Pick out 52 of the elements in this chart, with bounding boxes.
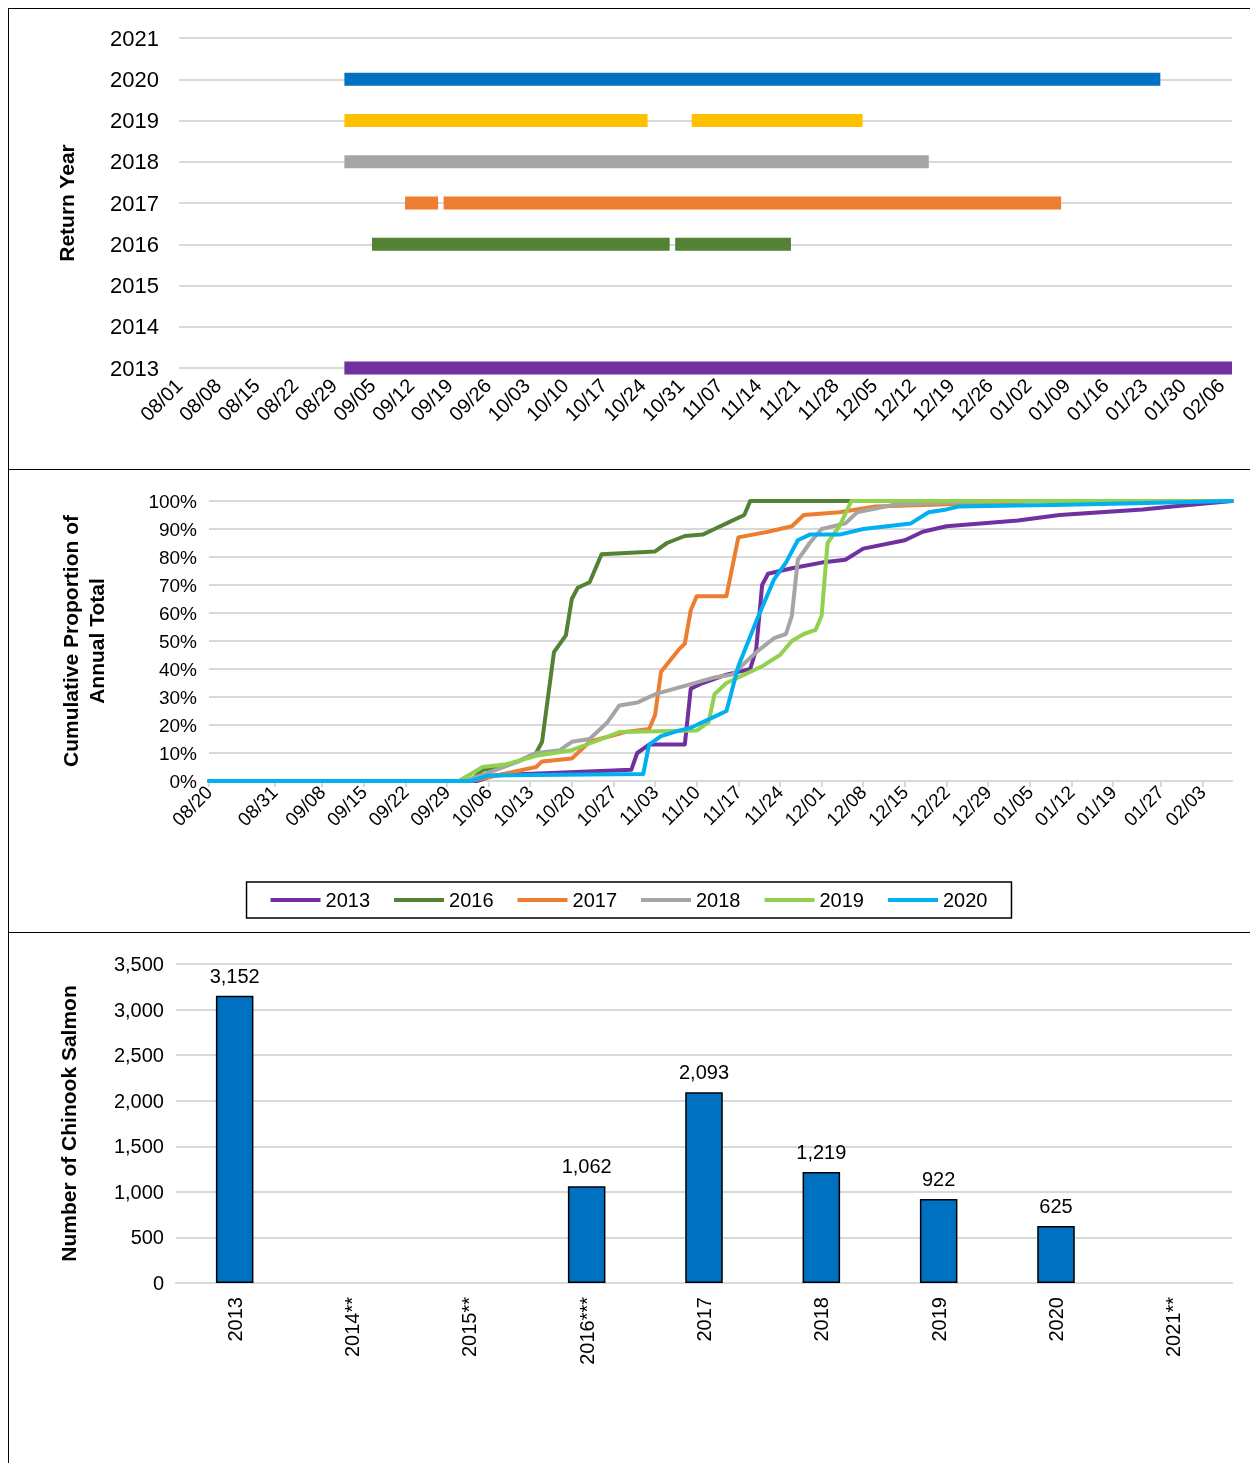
y-tick-label: 2020 — [110, 66, 159, 92]
y-tick-label: 0 — [152, 1272, 164, 1294]
x-tick-label: 2017 — [693, 1297, 715, 1342]
y-tick-label: 2021 — [110, 25, 159, 51]
y-tick-label: 20% — [158, 714, 198, 736]
y-tick-label: 2,500 — [113, 1044, 164, 1067]
data-label: 1,219 — [796, 1140, 847, 1163]
data-label: 625 — [1039, 1195, 1073, 1218]
y-tick-label: 2014 — [110, 314, 159, 340]
x-tick-label: 2019 — [927, 1297, 950, 1342]
y-axis-title: Number of Chinook Salmon — [56, 985, 80, 1262]
y-tick-label: 50% — [158, 630, 198, 652]
y-tick-label: 70% — [158, 574, 198, 596]
y-tick-label: 2018 — [110, 149, 159, 175]
y-tick-label: 3,500 — [113, 953, 164, 975]
x-tick-label: 2020 — [1045, 1297, 1067, 1342]
y-tick-label: 10% — [158, 742, 198, 764]
y-tick-label: 500 — [130, 1226, 164, 1249]
y-tick-label: 60% — [158, 602, 198, 624]
y-tick-label: 3,000 — [113, 998, 164, 1021]
y-tick-label: 2017 — [110, 190, 159, 216]
legend-label: 2017 — [572, 889, 618, 911]
data-label: 3,152 — [209, 964, 260, 987]
y-axis-title: Return Year — [54, 144, 78, 262]
y-tick-label: 100% — [148, 490, 198, 512]
legend-label: 2016 — [449, 889, 494, 911]
x-tick-label: 2021** — [1162, 1296, 1185, 1358]
y-tick-label: 0% — [169, 770, 198, 792]
legend-label: 2019 — [819, 889, 864, 911]
data-label: 2,093 — [678, 1061, 730, 1084]
x-tick-label: 2018 — [810, 1297, 833, 1342]
y-tick-label: 40% — [158, 658, 198, 680]
legend-label: 2013 — [325, 889, 371, 911]
y-tick-label: 30% — [158, 686, 198, 708]
data-label: 1,062 — [561, 1155, 612, 1178]
y-tick-label: 2015 — [110, 273, 159, 298]
y-tick-label: 1,000 — [113, 1180, 164, 1203]
legend-label: 2020 — [942, 889, 988, 911]
y-tick-label: 2013 — [110, 355, 159, 381]
data-label: 922 — [921, 1167, 956, 1190]
y-tick-label: 2019 — [110, 108, 159, 133]
legend-label: 2018 — [696, 889, 741, 911]
y-tick-label: 1,500 — [113, 1135, 164, 1158]
y-tick-label: 2016 — [110, 231, 159, 257]
x-tick-label: 2013 — [223, 1297, 246, 1342]
x-tick-label: 2014** — [341, 1296, 363, 1358]
y-axis-title: Cumulative Proportion of Annual Total — [58, 513, 108, 767]
x-tick-label: 2015** — [458, 1296, 481, 1358]
x-tick-label: 2016*** — [575, 1296, 598, 1365]
y-tick-label: 90% — [158, 518, 198, 540]
y-tick-label: 80% — [158, 546, 198, 568]
y-tick-label: 2,000 — [113, 1089, 164, 1112]
